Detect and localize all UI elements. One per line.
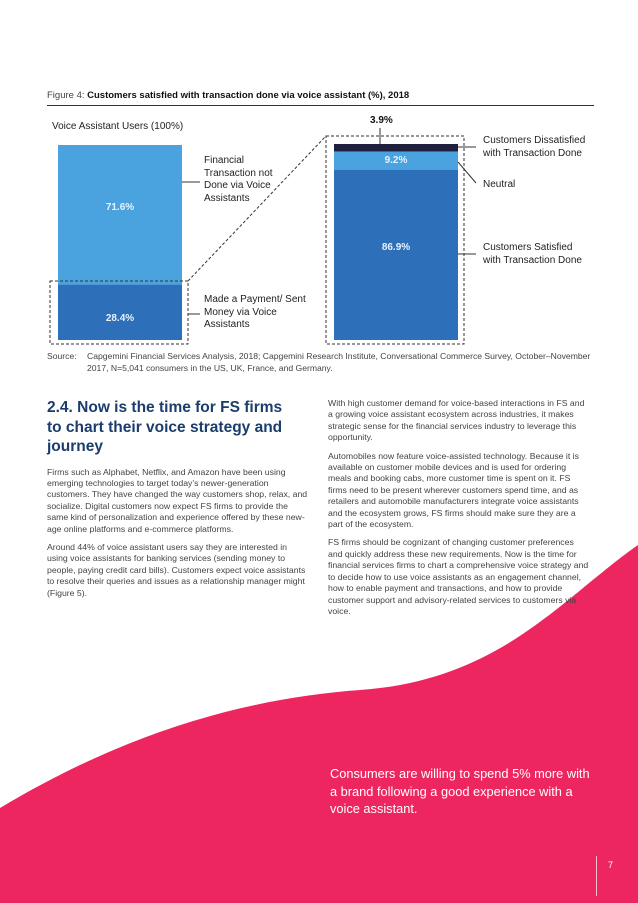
- figure-label: Figure 4:: [47, 90, 85, 101]
- label-71-6: 71.6%: [105, 202, 135, 213]
- leader-neutral: [457, 161, 477, 184]
- annotation-payment: Made a Payment/ Sent Money via Voice Ass…: [204, 294, 306, 330]
- highlight-box-left: [49, 280, 189, 345]
- label-3-9: 3.9%: [370, 115, 393, 126]
- bar-segment-not-done: [58, 145, 182, 285]
- bar-segment-neutral: [334, 151, 458, 170]
- chart-svg: [49, 128, 477, 345]
- section-heading: 2.4. Now is the time for FS firms to cha…: [47, 399, 283, 455]
- highlight-box-right: [325, 135, 465, 345]
- bar-segment-payment: [58, 284, 182, 340]
- pull-quote: Consumers are willing to spend 5% more w…: [330, 766, 590, 816]
- left-paragraph-2: Around 44% of voice assistant users say …: [47, 541, 306, 598]
- annotation-satisfied: Customers Satisfied with Transaction Don…: [483, 242, 582, 266]
- source-label: Source:: [47, 351, 77, 361]
- left-bar-label: Voice Assistant Users (100%): [52, 121, 184, 132]
- right-column: With high customer demand for voice-base…: [328, 398, 590, 624]
- figure-title-text: Customers satisfied with transaction don…: [87, 90, 410, 101]
- figure-title: Figure 4: Customers satisfied with trans…: [47, 90, 409, 101]
- label-28-4: 28.4%: [105, 313, 135, 324]
- bar-segment-satisfied: [334, 169, 458, 340]
- annotation-neutral: Neutral: [483, 179, 516, 190]
- left-column: 2.4. Now is the time for FS firms to cha…: [47, 398, 309, 606]
- connector-line: [187, 135, 327, 282]
- left-paragraph-1: Firms such as Alphabet, Netflix, and Ama…: [47, 466, 308, 534]
- right-paragraph-1: With high customer demand for voice-base…: [328, 398, 585, 443]
- right-paragraph-2: Automobiles now feature voice-assisted t…: [328, 450, 579, 530]
- source-text: Capgemini Financial Services Analysis, 2…: [87, 351, 591, 373]
- annotation-dissatisfied: Customers Dissatisfied with Transaction …: [483, 135, 586, 159]
- title-rule: [47, 105, 594, 106]
- label-9-2: 9.2%: [384, 155, 408, 166]
- label-86-9: 86.9%: [381, 242, 411, 253]
- right-paragraph-3: FS firms should be cognizant of changing…: [328, 537, 589, 616]
- bar-segment-dissatisfied: [334, 144, 458, 152]
- annotation-not-done: Financial Transaction not Done via Voice…: [204, 155, 273, 204]
- page-number-divider: [596, 856, 597, 896]
- page-number: 7: [608, 860, 614, 870]
